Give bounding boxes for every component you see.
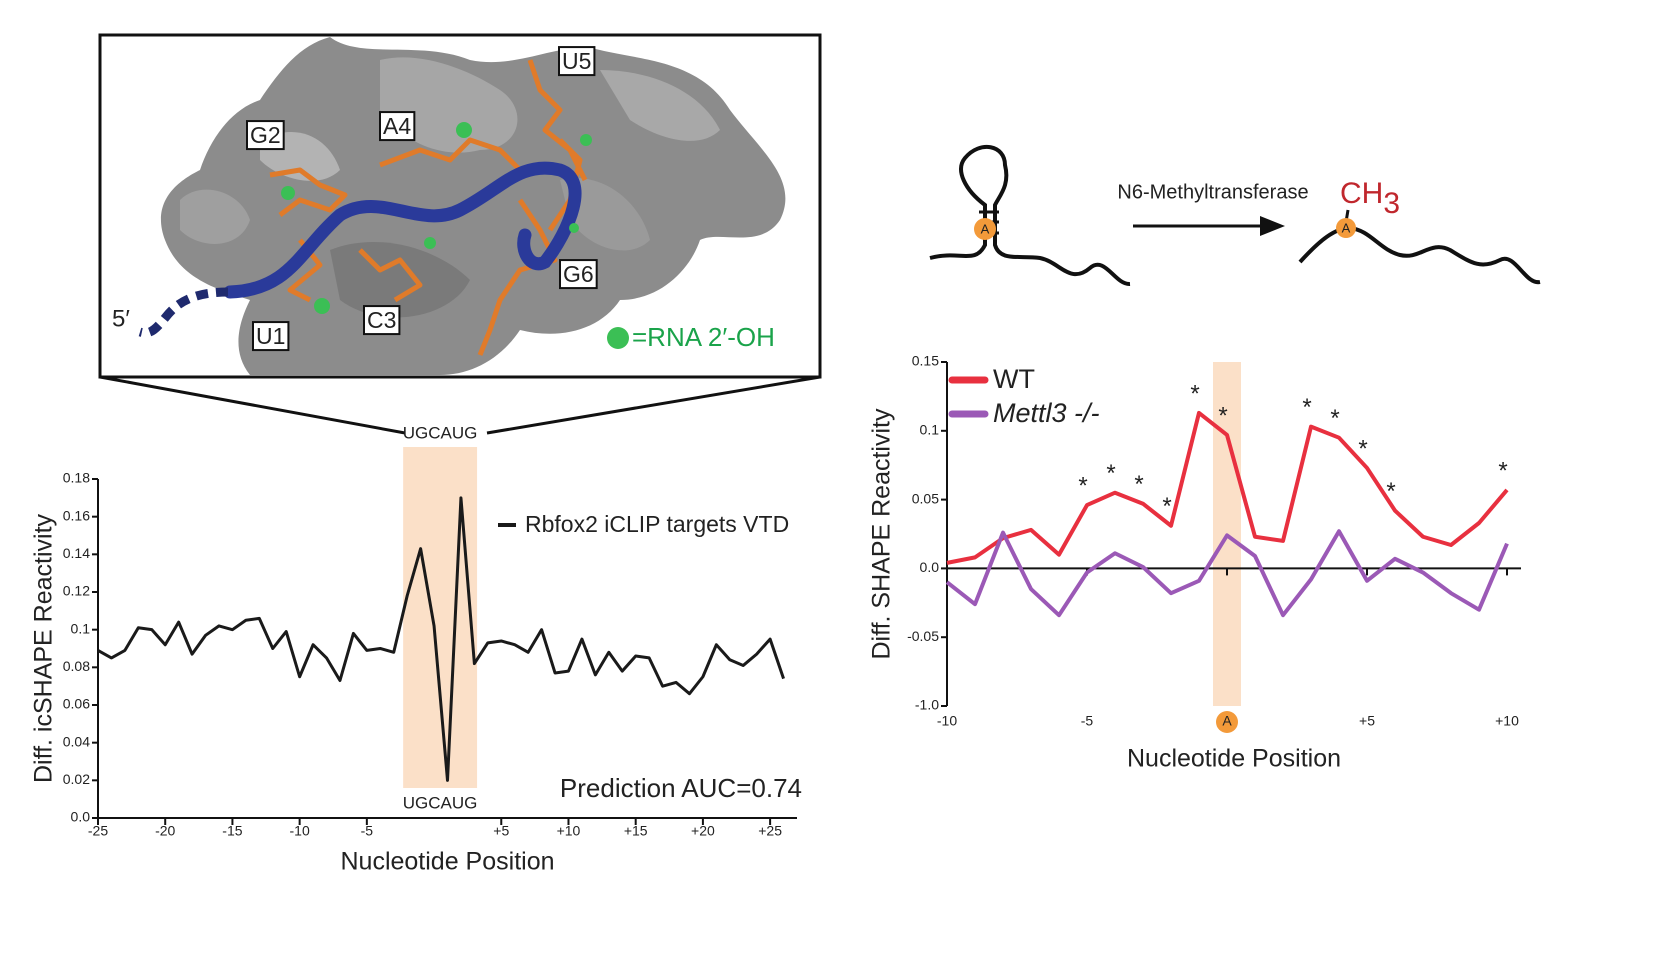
annotation: Prediction AUC=0.74 [560,773,802,803]
y-tick-label: 0.04 [63,733,90,749]
significance-star: * [1106,460,1115,487]
residue-box [559,259,598,290]
residue-box [363,305,401,336]
enzyme-label: N6-Methyltransferase [1117,181,1308,203]
y-tick-label: 0.02 [63,771,90,787]
methyl-subscript: 3 [1383,187,1400,220]
x-axis-title: Nucleotide Position [340,848,554,876]
y-tick-label: 0.14 [63,545,90,561]
structure-legend: =RNA 2′-OH [632,322,775,352]
x-tick-label: A [1222,713,1232,729]
arrow-head [1260,216,1285,236]
rna-dashed-tail [138,287,229,338]
y-tick-label: -1.0 [915,697,939,713]
significance-star: * [1162,493,1171,520]
significance-star: * [1498,457,1507,484]
tick-badge [1216,711,1238,733]
zoom-line [486,375,821,435]
series-line [97,496,785,782]
x-tick-label: -25 [88,823,108,839]
significance-star: * [1134,471,1143,498]
residue-label: G2 [250,122,281,148]
x-tick-label: +5 [1359,713,1375,729]
residue-box [246,120,285,151]
significance-star: * [1302,394,1311,421]
methyl-label: CH3 [1340,177,1400,220]
series-line [945,529,1509,618]
y-tick-label: 0.0 [920,559,940,575]
x-tick-label: +5 [493,823,509,839]
five-prime-label: 5′ [112,305,130,332]
motif-label: UGCAUG [403,793,478,812]
y-tick-label: 0.18 [63,470,90,486]
significance-star: * [1190,380,1199,407]
y-tick-label: 0.15 [912,353,939,369]
x-tick-label: +10 [557,823,581,839]
legend-dot [607,327,629,349]
y-tick-label: 0.1 [920,422,940,438]
significance-star: * [1358,435,1367,462]
residue-box [379,111,416,142]
residue-label: U5 [562,48,591,74]
rna-backbone [223,161,582,299]
x-tick-label: +10 [1495,713,1519,729]
y-axis-title: Diff. icSHAPE Reactivity [30,513,58,783]
structure-panel: =RNA 2′-OH 5′ [98,33,822,379]
y-axis-title: Diff. SHAPE Reactivity [868,408,896,660]
scheme [929,144,1541,286]
series-line [946,410,1509,565]
residue-label: G6 [563,261,594,287]
y-tick-label: 0.06 [63,696,90,712]
y-tick-label: 0.05 [912,490,939,506]
y-tick-label: 0.16 [63,507,90,523]
legend-label: Mettl3 -/- [993,398,1100,428]
base-badge [1336,218,1356,238]
legend-label: WT [993,364,1035,394]
x-tick-label: -5 [1081,713,1094,729]
methyl-base: CH [1340,177,1383,210]
residue-box [558,46,596,77]
x-tick-label: -5 [361,823,374,839]
significance-star: * [1078,472,1087,499]
legend-label: Rbfox2 iCLIP targets VTD [525,511,789,537]
x-tick-label: -10 [937,713,957,729]
x-axis-title: Nucleotide Position [1127,745,1341,773]
x-tick-label: +25 [758,823,782,839]
significance-star: * [1330,405,1339,432]
x-tick-label: +15 [624,823,648,839]
x-tick-label: +20 [691,823,715,839]
residue-box [252,321,290,352]
base-badge [974,218,996,240]
residue-label: U1 [256,323,285,349]
y-tick-label: -0.05 [907,628,939,644]
significance-star: * [1218,402,1227,429]
linear-rna [1298,225,1541,285]
significance-star: * [1386,478,1395,505]
x-tick-label: -15 [222,823,242,839]
residue-label: A4 [383,113,411,139]
residue-label: C3 [367,307,396,333]
motif-label: UGCAUG [403,423,478,442]
y-tick-label: 0.12 [63,583,90,599]
x-tick-label: -20 [155,823,175,839]
hairpin-rna [929,144,1131,286]
base-label: A [981,221,990,236]
y-tick-label: 0.08 [63,658,90,674]
base-label: A [1342,220,1351,235]
hydroxyl-dots [281,122,592,314]
x-tick-label: -10 [290,823,310,839]
y-tick-label: 0.1 [71,620,91,636]
highlight-band [403,447,478,788]
zoom-line [99,375,406,435]
y-tick-label: 0.0 [71,809,91,825]
